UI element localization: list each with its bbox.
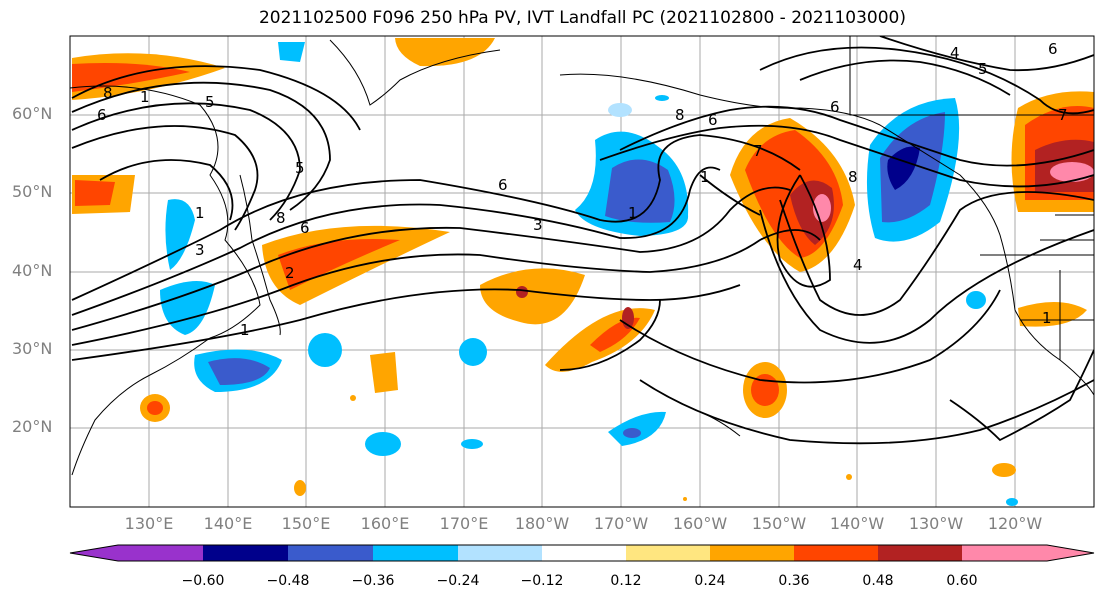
lat-label: 50°N: [12, 182, 53, 201]
map-title: 2021102500 F096 250 hPa PV, IVT Landfall…: [258, 8, 906, 28]
contour-label: 8: [103, 84, 113, 102]
contour-label: 6: [498, 176, 508, 194]
lat-label: 40°N: [12, 261, 53, 280]
colorbar-tick-label: −0.60: [181, 573, 225, 589]
lon-label: 150°W: [751, 514, 807, 533]
contour-label: 1: [700, 168, 710, 186]
lat-label: 60°N: [12, 104, 53, 123]
negative-anomaly-shading: [160, 42, 1018, 506]
contour-label: 1: [240, 321, 250, 339]
colorbar-segment: [710, 545, 794, 561]
contour-label: 1: [195, 204, 205, 222]
colorbar-segment: [373, 545, 458, 561]
colorbar-segment: [118, 545, 203, 561]
lon-label: 130°E: [124, 514, 174, 533]
contour-label: 5: [295, 159, 305, 177]
lat-label: 30°N: [12, 339, 53, 358]
colorbar-tick-label: 0.12: [610, 573, 642, 589]
contour-label: 8: [276, 209, 286, 227]
lon-label: 120°W: [987, 514, 1043, 533]
contour-label: 6: [830, 98, 840, 116]
colorbar-segment: [288, 545, 373, 561]
colorbar-segment: [962, 545, 1047, 561]
colorbar-tick-label: −0.36: [351, 573, 395, 589]
lon-label: 130°W: [908, 514, 964, 533]
contour-label: 5: [978, 60, 988, 78]
positive-anomaly-shading: [72, 38, 1094, 501]
contour-label: 7: [753, 142, 763, 160]
contour-label: 8: [675, 106, 685, 124]
colorbar-tick-label: −0.24: [436, 573, 480, 589]
lon-label: 150°E: [281, 514, 331, 533]
lon-label: 170°E: [439, 514, 489, 533]
colorbar-tick-label: −0.12: [520, 573, 564, 589]
colorbar-segment: [203, 545, 288, 561]
contour-label: 1: [628, 204, 638, 222]
contour-label: 6: [97, 106, 107, 124]
contour-label: 3: [533, 216, 543, 234]
contour-label: 6: [1048, 40, 1058, 58]
lon-label: 140°W: [829, 514, 885, 533]
colorbar-segment: [542, 545, 626, 561]
colorbar-tick-label: 0.60: [946, 573, 978, 589]
colorbar-tick-label: 0.48: [862, 573, 894, 589]
contour-label: 4: [853, 256, 863, 274]
contour-label: 4: [950, 44, 960, 62]
lon-label: 140°E: [203, 514, 253, 533]
colorbar-segment: [626, 545, 710, 561]
contour-label: 6: [708, 111, 718, 129]
colorbar: [69, 544, 1095, 562]
contour-label: 5: [205, 93, 215, 111]
contour-label: 7: [1058, 106, 1068, 124]
colorbar-tick-label: 0.24: [694, 573, 726, 589]
map-frame: [69, 35, 1095, 508]
colorbar-segment: [878, 545, 962, 561]
colorbar-tick-label: 0.36: [778, 573, 810, 589]
lon-label: 180°W: [514, 514, 570, 533]
contour-label: 1: [1042, 309, 1052, 327]
contour-labels: 8 1 5 6 5 8 6 1 3 1 2 6 8 6 3 1 6 7 8 4 …: [97, 40, 1068, 339]
contour-label: 3: [195, 241, 205, 259]
colorbar-max-extension: [1047, 545, 1094, 561]
contour-label: 8: [848, 168, 858, 186]
colorbar-segment: [794, 545, 878, 561]
colorbar-tick-label: −0.48: [266, 573, 310, 589]
lon-label: 170°W: [593, 514, 649, 533]
colorbar-min-extension: [70, 545, 118, 561]
lat-label: 20°N: [12, 417, 53, 436]
contour-lines: [71, 36, 1094, 445]
lon-label: 160°W: [672, 514, 728, 533]
contour-label: 6: [300, 219, 310, 237]
colorbar-segment: [458, 545, 542, 561]
contour-label: 1: [140, 88, 150, 106]
contour-label: 2: [285, 264, 295, 282]
coastlines: [70, 36, 1094, 476]
lon-label: 160°E: [360, 514, 410, 533]
